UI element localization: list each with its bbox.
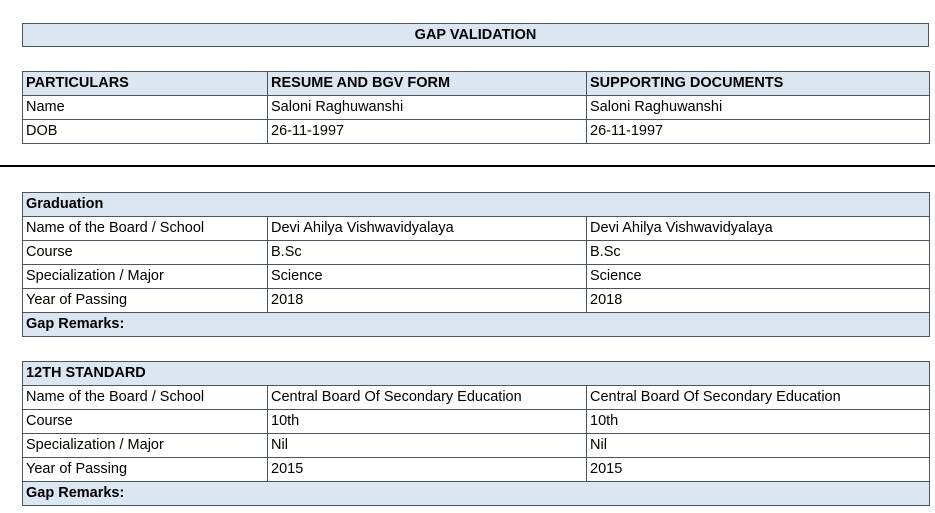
section-cell: Central Board Of Secondary Education — [267, 385, 587, 410]
section-cell: 2015 — [267, 457, 587, 482]
section-header-row: 12TH STANDARD — [21, 361, 931, 386]
table-cell: 26-11-1997 — [586, 119, 930, 144]
column-header: PARTICULARS — [22, 71, 268, 96]
table-cell: Saloni Raghuwanshi — [586, 95, 930, 120]
remarks-label: Gap Remarks: — [21, 312, 931, 337]
section-title: 12TH STANDARD — [21, 361, 931, 386]
section-row: Specialization / Major Science Science — [22, 264, 931, 289]
section-cell: B.Sc — [267, 240, 587, 265]
section-row: Specialization / Major Nil Nil — [22, 433, 931, 458]
remarks-row: Gap Remarks: — [21, 312, 931, 337]
section-row: Course B.Sc B.Sc — [22, 240, 931, 265]
page-title: GAP VALIDATION — [22, 23, 929, 47]
table-cell: DOB — [22, 119, 268, 144]
section-cell: Course — [22, 240, 268, 265]
section-cell: Year of Passing — [22, 288, 268, 313]
table-cell: Saloni Raghuwanshi — [267, 95, 587, 120]
section-row: Name of the Board / School Devi Ahilya Vi… — [22, 216, 931, 241]
table-row: Name Saloni Raghuwanshi Saloni Raghuwanshi — [22, 95, 930, 120]
section-cell: B.Sc — [585, 240, 931, 265]
section-header-row: Graduation — [21, 192, 931, 217]
header-row: PARTICULARS RESUME AND BGV FORM SUPPORTING… — [22, 71, 930, 96]
table-cell: Name — [22, 95, 268, 120]
section-cell: Central Board Of Secondary Education — [585, 385, 931, 410]
section-cell: Devi Ahilya Vishwavidyalaya — [585, 216, 931, 241]
table-row: DOB 26-11-1997 26-11-1997 — [22, 119, 930, 144]
section-cell: Science — [585, 264, 931, 289]
section-cell: Specialization / Major — [22, 264, 268, 289]
section-row: Name of the Board / School Central Board … — [22, 385, 931, 410]
column-header: RESUME AND BGV FORM — [267, 71, 587, 96]
section-cell: 2015 — [585, 457, 931, 482]
section-cell: Science — [267, 264, 587, 289]
section-cell: 2018 — [267, 288, 587, 313]
section-cell: Course — [22, 409, 268, 434]
table-cell: 26-11-1997 — [267, 119, 587, 144]
section-row: Year of Passing 2015 2015 — [22, 457, 931, 482]
section-cell: Nil — [267, 433, 587, 458]
section-cell: 10th — [585, 409, 931, 434]
column-header: SUPPORTING DOCUMENTS — [586, 71, 930, 96]
section-cell: Name of the Board / School — [22, 385, 268, 410]
identity-table: PARTICULARS RESUME AND BGV FORM SUPPORTING… — [22, 71, 930, 144]
divider — [0, 165, 935, 167]
section-row: Course 10th 10th — [22, 409, 931, 434]
section-table: 12TH STANDARD Name of the Board / School C… — [21, 361, 931, 506]
section-cell: 2018 — [585, 288, 931, 313]
section-table: Graduation Name of the Board / School Devi… — [21, 192, 931, 337]
section-cell: Nil — [585, 433, 931, 458]
section-row: Year of Passing 2018 2018 — [22, 288, 931, 313]
section-cell: Specialization / Major — [22, 433, 268, 458]
section-cell: Name of the Board / School — [22, 216, 268, 241]
remarks-row: Gap Remarks: — [21, 481, 931, 506]
section-cell: Devi Ahilya Vishwavidyalaya — [267, 216, 587, 241]
section-cell: Year of Passing — [22, 457, 268, 482]
section-title: Graduation — [21, 192, 931, 217]
section-cell: 10th — [267, 409, 587, 434]
remarks-label: Gap Remarks: — [21, 481, 931, 506]
